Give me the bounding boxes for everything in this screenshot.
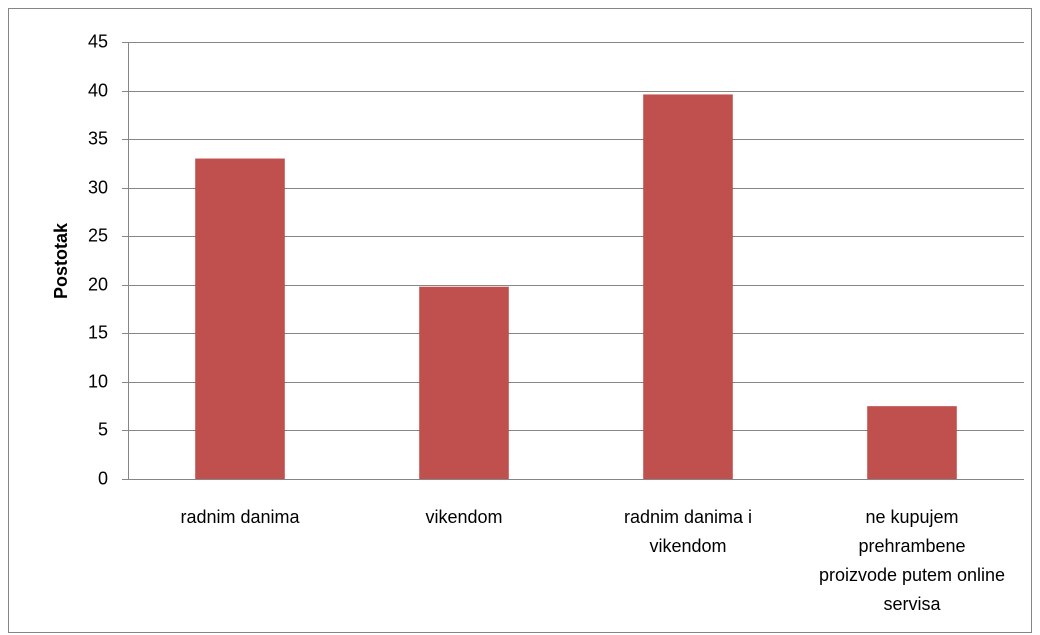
x-tick-label: vikendom (425, 507, 503, 527)
bar (195, 158, 285, 480)
y-tick-label: 25 (88, 225, 108, 245)
bar (643, 94, 733, 479)
y-axis-label: Postotak (51, 222, 71, 299)
x-tick-label: ne kupujem prehrambene proizvode putem o… (818, 507, 1006, 614)
y-tick-label: 45 (88, 31, 108, 51)
y-tick-label: 0 (98, 468, 108, 488)
y-tick-label: 15 (88, 322, 108, 342)
x-tick-label: radnim danima i vikendom (623, 507, 753, 556)
y-tick-label: 20 (88, 274, 108, 294)
chart-border (8, 8, 1032, 633)
y-tick-label: 10 (88, 371, 108, 391)
bar (867, 406, 957, 479)
y-tick-label: 35 (88, 128, 108, 148)
y-tick-label: 5 (98, 419, 108, 439)
x-tick-label: radnim danima (180, 507, 300, 527)
y-tick-label: 30 (88, 177, 108, 197)
y-tick-label: 40 (88, 80, 108, 100)
bar (419, 286, 509, 479)
